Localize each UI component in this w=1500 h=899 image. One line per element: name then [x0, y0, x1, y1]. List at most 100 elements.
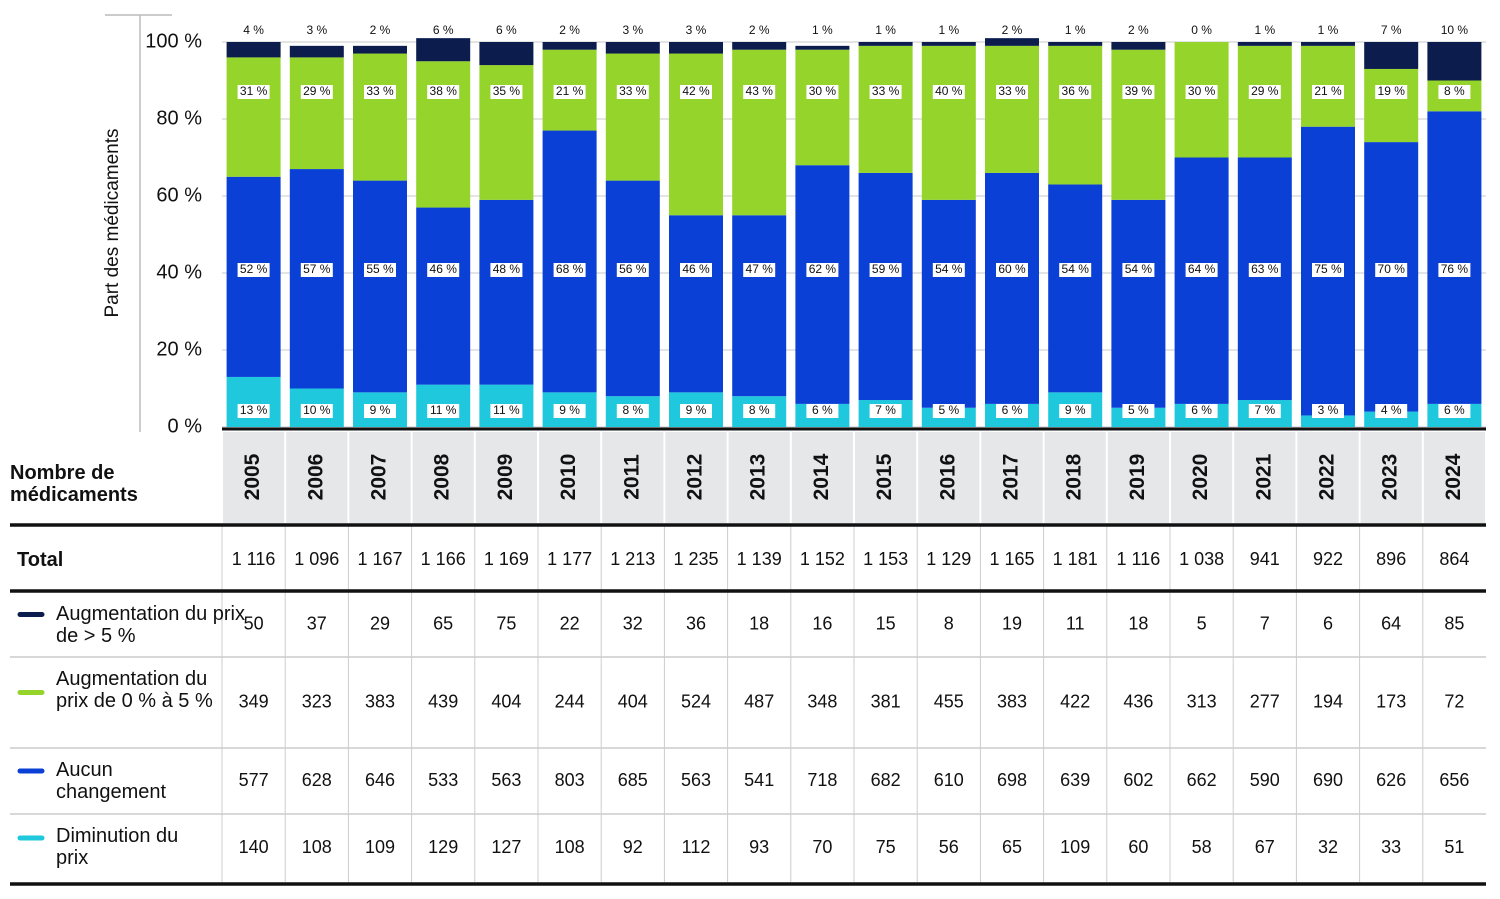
bar-segment: [353, 53, 407, 181]
data-label: 7 %: [1381, 23, 1402, 37]
header-cell: [475, 432, 537, 523]
header-cell: [412, 432, 474, 523]
table-cell: 18: [749, 613, 769, 633]
header-cell: [349, 432, 411, 523]
table-cell: 37: [307, 613, 327, 633]
table-cell: 22: [560, 613, 580, 633]
year-label: 2005: [241, 453, 264, 500]
bar-segment: [289, 169, 344, 389]
data-label: 63 %: [1251, 262, 1279, 276]
bar-segment: [795, 49, 850, 166]
table-cell: 698: [997, 770, 1027, 790]
total-cell: 1 181: [1053, 549, 1098, 569]
label-bg: [1248, 263, 1281, 277]
data-label: 6 %: [812, 403, 833, 417]
total-cell: 1 235: [673, 549, 718, 569]
table-cell: 108: [302, 837, 332, 857]
data-label: 9 %: [1065, 403, 1086, 417]
table-cell: 244: [555, 691, 585, 711]
label-bg: [1185, 263, 1218, 277]
label-bg: [1375, 263, 1408, 277]
bar-segment: [1364, 42, 1419, 69]
table-header: Nombre de médicaments: [10, 462, 138, 506]
bar-segment: [289, 45, 344, 58]
table-cell: 129: [428, 837, 458, 857]
data-label: 56 %: [619, 262, 647, 276]
label-bg: [1248, 404, 1281, 418]
bar-segment: [416, 207, 471, 385]
label-bg: [1059, 85, 1092, 99]
label-bg: [1375, 404, 1408, 418]
data-label: 2 %: [749, 23, 770, 37]
bar-segment: [1427, 42, 1482, 81]
table-cell: 487: [744, 691, 774, 711]
table-cell: 19: [1002, 613, 1022, 633]
year-label: 2016: [936, 454, 959, 501]
label-bg: [869, 263, 902, 277]
year-label: 2022: [1316, 454, 1339, 501]
table-cell: 349: [239, 691, 269, 711]
bar-segment: [985, 45, 1039, 173]
label-bg: [869, 404, 902, 418]
label-bg: [1122, 404, 1155, 418]
label-bg: [300, 404, 333, 418]
bar-segment: [353, 45, 407, 54]
table-cell: 404: [618, 691, 648, 711]
header-cell: [791, 432, 853, 523]
table-cell: 646: [365, 770, 395, 790]
table-cell: 29: [370, 613, 390, 633]
label-bg: [237, 404, 270, 418]
data-label: 8 %: [749, 403, 770, 417]
data-label: 29 %: [303, 84, 331, 98]
label-bg: [806, 85, 839, 99]
data-label: 35 %: [493, 84, 521, 98]
bar-segment: [669, 53, 723, 216]
table-cell: 313: [1187, 691, 1217, 711]
data-label: 13 %: [240, 403, 268, 417]
label-bg: [490, 85, 523, 99]
header-cell: [918, 432, 980, 523]
label-bg: [1185, 85, 1218, 99]
header-cell: [1234, 432, 1296, 523]
label-bg: [364, 263, 396, 277]
label-bg: [743, 404, 776, 418]
header-cell: [1107, 432, 1169, 523]
data-label: 1 %: [812, 23, 833, 37]
label-bg: [1375, 85, 1408, 99]
bar-segment: [1111, 49, 1166, 200]
data-label: 48 %: [493, 262, 521, 276]
data-label: 4 %: [1381, 403, 1402, 417]
label-bg: [364, 404, 396, 418]
label-bg: [300, 263, 333, 277]
bar-segment: [226, 42, 281, 58]
label-bg: [996, 85, 1028, 99]
y-axis-label: Part des médicaments: [102, 128, 123, 317]
label-bg: [1438, 263, 1471, 277]
label-bg: [806, 263, 839, 277]
table-cell: 16: [812, 613, 832, 633]
header-cell: [223, 432, 285, 523]
bar-segment: [985, 38, 1039, 46]
y-tick-label: 60 %: [156, 184, 202, 206]
year-label: 2024: [1442, 453, 1465, 500]
y-tick-label: 80 %: [156, 107, 202, 129]
total-cell: 1 165: [989, 549, 1034, 569]
bar-segment: [921, 42, 976, 46]
data-label: 33 %: [872, 84, 900, 98]
data-label: 54 %: [1125, 262, 1153, 276]
year-label: 2011: [620, 454, 643, 500]
data-label: 7 %: [875, 403, 896, 417]
table-cell: 60: [1128, 837, 1148, 857]
data-label: 46 %: [682, 262, 710, 276]
year-label: 2006: [304, 454, 327, 501]
bar-segment: [605, 42, 660, 54]
year-label: 2015: [873, 453, 896, 500]
bar-segment: [1237, 157, 1292, 401]
bar-segment: [1111, 199, 1166, 408]
header-cell: [728, 432, 790, 523]
y-tick-label: 20 %: [156, 338, 202, 360]
table-cell: 277: [1250, 691, 1280, 711]
data-label: 2 %: [370, 23, 391, 37]
table-cell: 383: [365, 691, 395, 711]
